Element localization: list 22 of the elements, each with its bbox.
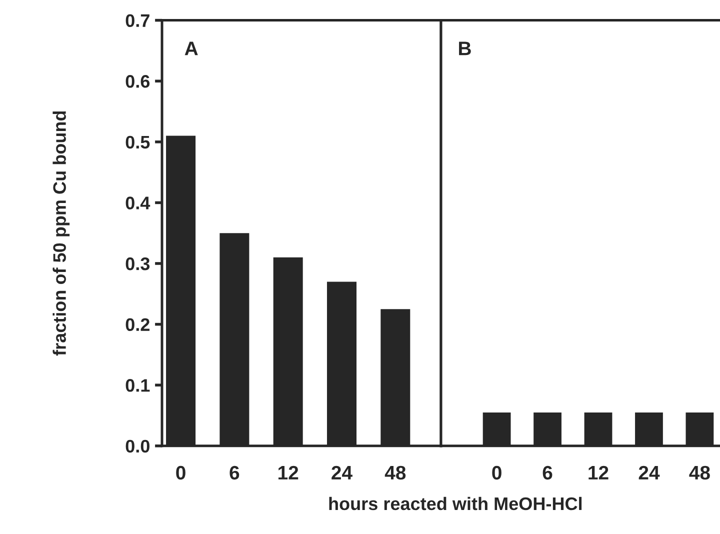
y-tick-label: 0.7 xyxy=(126,14,150,28)
x-tick-label: 12 xyxy=(278,466,298,480)
x-tick-label: 6 xyxy=(230,466,240,480)
annotation: A xyxy=(184,42,198,56)
x-tick-label: 24 xyxy=(332,466,352,480)
x-tick-label: 24 xyxy=(638,466,660,480)
y-tick-label: 0.4 xyxy=(126,196,150,210)
y-axis-title: fraction of 50 ppm Cu bound xyxy=(52,111,70,356)
annotation: B xyxy=(459,42,471,56)
x-tick-label: 6 xyxy=(542,466,552,480)
text: 0.0 xyxy=(126,440,150,453)
x-tick-label: 12 xyxy=(588,466,608,480)
x-tick-label: 0 xyxy=(492,466,502,480)
y-tick-label: 0.1 xyxy=(126,379,150,392)
x-tick-label: 0 xyxy=(176,466,186,480)
y-tick-label: 0.3 xyxy=(126,257,150,270)
y-tick-label: 0.6 xyxy=(126,75,150,88)
y-tick-label: 0.2 xyxy=(126,318,150,332)
x-tick-label: 48 xyxy=(689,466,710,480)
x-axis-title: hours reacted with MeOH-HCl xyxy=(329,496,582,510)
x-tick-label: 48 xyxy=(384,466,406,480)
y-tick-label: 0.5 xyxy=(126,136,150,149)
